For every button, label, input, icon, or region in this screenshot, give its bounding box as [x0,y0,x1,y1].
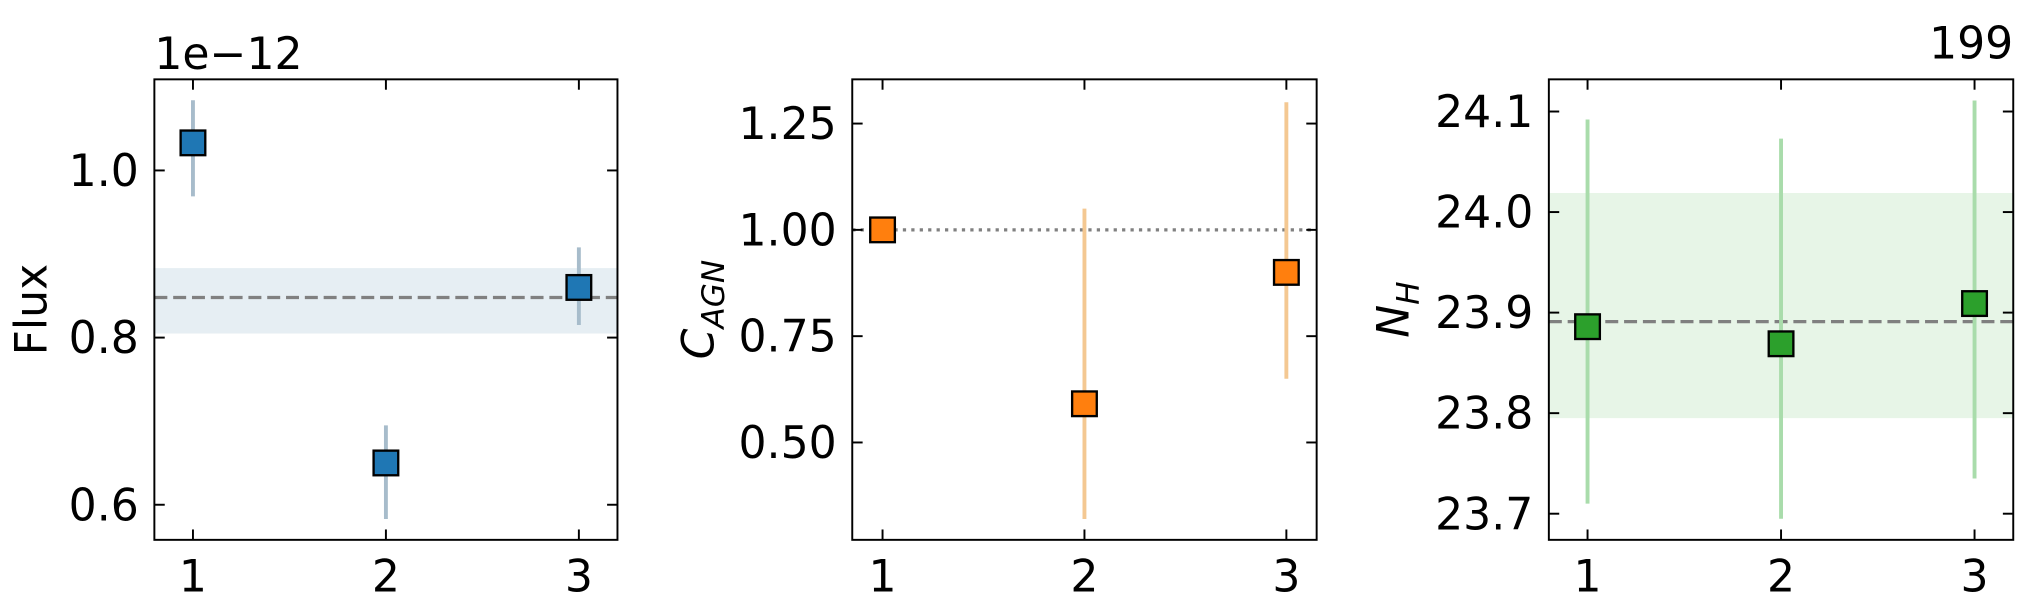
axes-frame [1547,78,2015,541]
y-tick-label: 24.1 [1435,87,1533,138]
marker [869,216,897,244]
y-axis-label: NH [1369,281,1427,337]
marker [1767,330,1795,358]
offset-label: 1e−12 [154,29,302,80]
y-tick-label: 24.0 [1435,188,1533,239]
axes-frame [851,78,1318,541]
y-tick-label: 1.00 [739,205,837,256]
y-tick-label: 23.8 [1435,389,1533,440]
marker [179,129,207,157]
y-tick-label: 0.8 [69,313,139,364]
x-tick-label: 3 [1961,552,1989,603]
x-tick-label: 3 [1272,552,1300,603]
x-tick-label: 2 [1767,552,1795,603]
band [153,268,619,334]
y-tick-label: 1.0 [69,146,139,197]
y-axis-label: Flux [7,264,58,356]
marker [1070,390,1098,418]
marker [1961,290,1989,318]
y-tick-label: 0.6 [69,480,139,531]
x-tick-label: 1 [1574,552,1602,603]
x-tick-label: 1 [179,552,207,603]
x-tick-label: 2 [372,552,400,603]
y-axis-label-main: N [1369,305,1420,338]
axes-frame [153,78,619,541]
y-tick-label: 1.25 [739,99,837,150]
marker [372,449,400,477]
chart-title: 199 [1929,19,2013,70]
marker [565,273,593,301]
y-tick-label: 23.7 [1435,489,1533,540]
y-axis-label-main: Flux [7,264,58,356]
y-axis-label-main: C [673,328,724,359]
x-tick-label: 2 [1070,552,1098,603]
y-tick-label: 0.75 [739,312,837,363]
y-axis-label: CAGN [673,260,731,360]
marker [1272,258,1300,286]
y-axis-label-sub: H [1391,281,1427,304]
x-tick-label: 1 [869,552,897,603]
y-axis-label-sub: AGN [696,260,732,331]
marker [1574,313,1602,341]
y-tick-label: 23.9 [1435,288,1533,339]
x-tick-label: 3 [565,552,593,603]
y-tick-label: 0.50 [739,418,837,469]
